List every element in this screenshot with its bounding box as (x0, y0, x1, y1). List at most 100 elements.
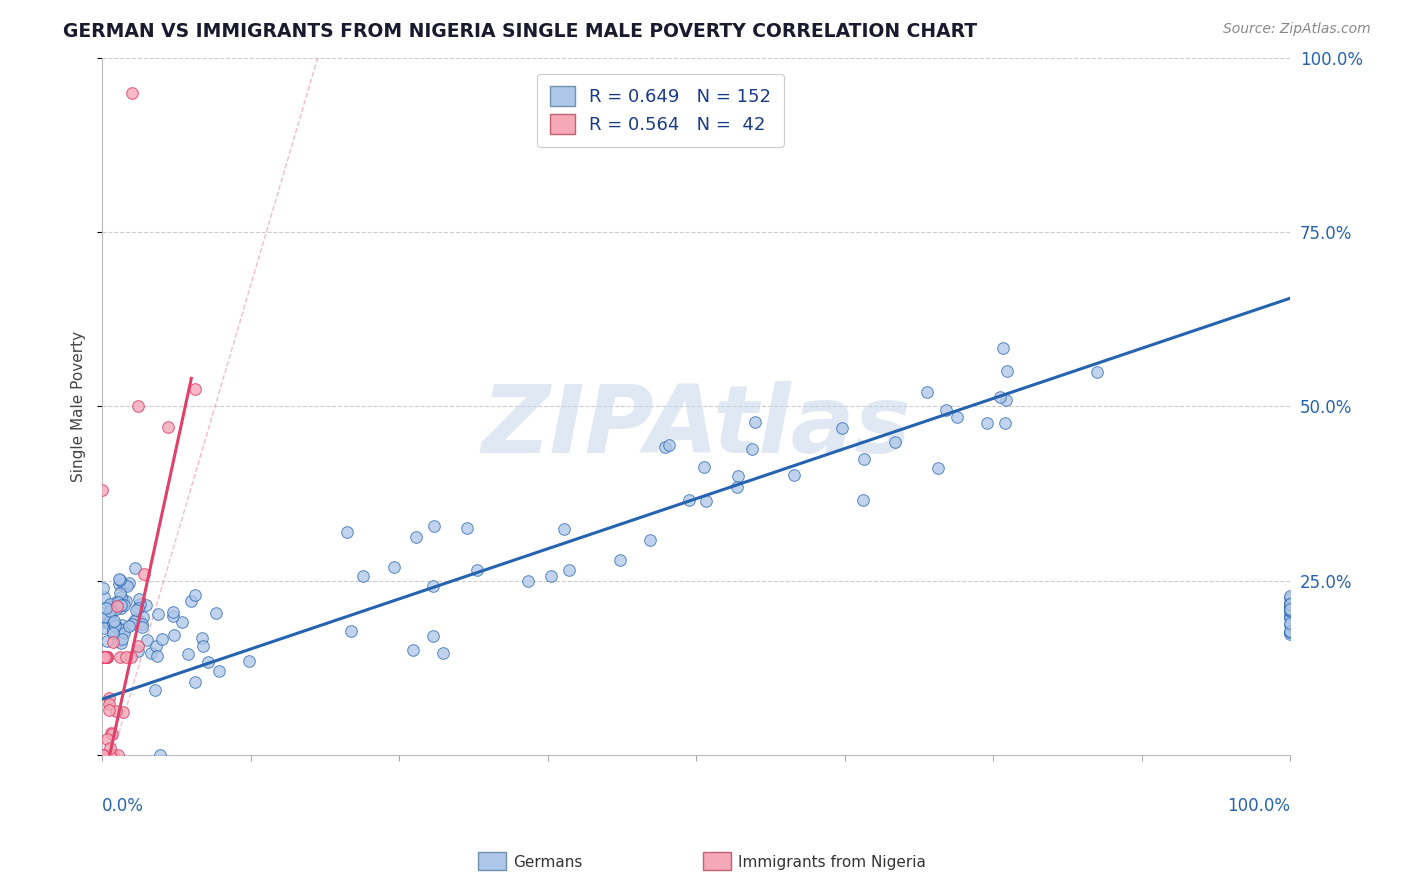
Point (1279, 600, 1302, 615)
Y-axis label: Single Male Poverty: Single Male Poverty (72, 331, 86, 482)
Point (108, 577, 131, 591)
Point (94, 650, 117, 665)
Point (1279, 610, 1302, 624)
Point (104, 602, 127, 616)
Point (132, 567, 155, 582)
Point (96, 600, 118, 615)
Point (125, 602, 148, 616)
Point (97, 607, 120, 622)
Point (118, 576, 141, 591)
Point (516, 574, 538, 588)
Point (98, 703, 121, 717)
Point (197, 655, 219, 669)
Point (96, 650, 118, 665)
Point (994, 416, 1017, 430)
Point (127, 640, 149, 654)
Point (114, 650, 136, 665)
Point (609, 553, 631, 567)
Point (976, 417, 998, 431)
Point (191, 639, 214, 653)
Point (831, 421, 853, 435)
Point (103, 747, 125, 762)
Point (156, 420, 179, 434)
Point (121, 616, 143, 631)
Point (105, 704, 128, 718)
Point (1279, 597, 1302, 611)
Legend: R = 0.649   N = 152, R = 0.564   N =  42: R = 0.649 N = 152, R = 0.564 N = 42 (537, 74, 785, 147)
Point (432, 646, 454, 660)
Point (105, 599, 128, 613)
Point (98, 613, 121, 627)
Point (995, 364, 1018, 378)
Point (340, 624, 363, 638)
Point (118, 619, 141, 633)
Point (135, 599, 157, 613)
Point (465, 563, 488, 577)
Point (162, 608, 184, 623)
Point (1279, 615, 1302, 630)
Point (204, 606, 226, 620)
Point (93, 621, 115, 635)
Point (110, 586, 132, 600)
Point (1279, 624, 1302, 639)
Point (127, 644, 149, 658)
Point (101, 635, 124, 649)
Point (1279, 601, 1302, 615)
Point (727, 469, 749, 483)
Point (97, 690, 120, 705)
Text: GERMAN VS IMMIGRANTS FROM NIGERIA SINGLE MALE POVERTY CORRELATION CHART: GERMAN VS IMMIGRANTS FROM NIGERIA SINGLE… (63, 22, 977, 41)
Point (1279, 627, 1302, 641)
Point (540, 569, 562, 583)
Point (884, 435, 907, 450)
Point (110, 636, 132, 650)
Point (108, 621, 131, 635)
Text: Immigrants from Nigeria: Immigrants from Nigeria (738, 855, 927, 870)
Point (558, 563, 581, 577)
Point (110, 600, 132, 615)
Point (91, 582, 114, 596)
Point (741, 442, 763, 456)
Point (162, 605, 184, 619)
Point (104, 618, 127, 632)
Point (101, 605, 124, 619)
Point (98, 615, 121, 630)
Point (111, 577, 134, 591)
Point (91, 483, 114, 497)
Point (114, 578, 136, 592)
Point (915, 384, 938, 399)
Point (101, 599, 124, 614)
Point (993, 341, 1015, 355)
Point (94, 650, 117, 665)
Point (107, 747, 129, 762)
Point (93, 590, 115, 604)
Point (124, 561, 146, 575)
Point (112, 599, 135, 613)
Point (1279, 604, 1302, 618)
Point (995, 393, 1018, 408)
Point (91, 650, 114, 665)
Point (117, 579, 139, 593)
Point (93, 615, 115, 629)
Point (183, 588, 205, 602)
Point (456, 521, 478, 535)
Point (96, 650, 118, 665)
Point (101, 727, 124, 741)
Point (122, 615, 145, 629)
Point (693, 460, 716, 475)
Point (100, 747, 122, 762)
Point (93, 747, 115, 762)
Point (94, 610, 117, 624)
Point (101, 625, 124, 640)
Point (107, 572, 129, 586)
Point (96, 731, 118, 746)
Point (96, 650, 118, 665)
Point (98, 597, 121, 611)
Point (405, 530, 427, 544)
Point (110, 650, 132, 665)
Point (121, 86, 143, 100)
Point (208, 664, 231, 678)
Text: 100.0%: 100.0% (1227, 797, 1291, 814)
Point (1279, 618, 1302, 632)
Point (744, 415, 766, 429)
Point (553, 522, 575, 536)
